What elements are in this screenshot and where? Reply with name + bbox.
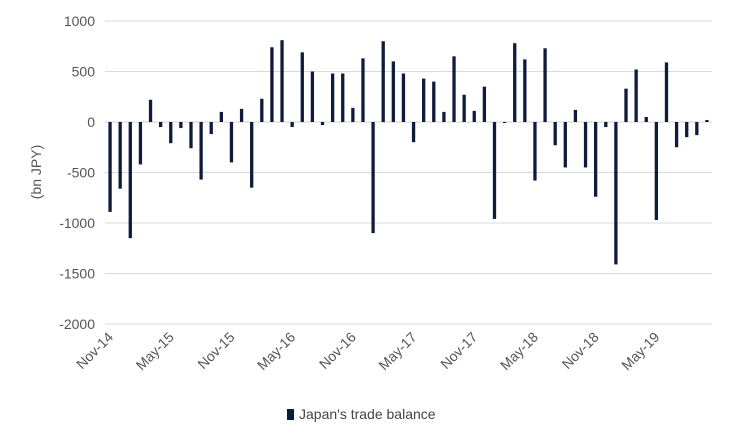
bar-Jul-18 bbox=[553, 122, 557, 146]
y-tick-label: 500 bbox=[72, 64, 96, 80]
x-tick-label: May-17 bbox=[375, 329, 419, 373]
y-tick-label: -2000 bbox=[59, 316, 95, 332]
bar-Jun-19 bbox=[664, 62, 669, 122]
bar-Sep-19 bbox=[695, 122, 699, 136]
legend: Japan's trade balance bbox=[287, 406, 436, 422]
bar-Mar-18 bbox=[513, 43, 517, 122]
bar-Aug-18 bbox=[563, 122, 567, 168]
bar-Dec-18 bbox=[604, 122, 608, 128]
bar-Aug-19 bbox=[685, 122, 689, 138]
bar-Apr-15 bbox=[158, 122, 163, 128]
bar-Jul-15 bbox=[189, 122, 193, 149]
bar-Dec-16 bbox=[361, 58, 365, 122]
legend-label: Japan's trade balance bbox=[299, 406, 436, 422]
bar-Sep-16 bbox=[330, 73, 335, 122]
bar-Mar-17 bbox=[391, 61, 395, 122]
bar-Dec-14 bbox=[118, 122, 122, 189]
x-tick-label: Nov-17 bbox=[437, 329, 480, 372]
bar-Nov-15 bbox=[229, 122, 234, 163]
bar-Mar-15 bbox=[148, 99, 153, 122]
x-tick-label: Nov-14 bbox=[73, 329, 116, 372]
x-tick-label: May-19 bbox=[618, 329, 662, 373]
y-tick-labels: 1000 500 0 -500 -1000 -1500 -2000 bbox=[59, 13, 95, 332]
bar-Jun-16 bbox=[300, 52, 304, 123]
bar-Apr-18 bbox=[523, 59, 527, 122]
bar-Feb-15 bbox=[138, 122, 143, 165]
bar-Jan-15 bbox=[128, 122, 132, 239]
bar-Nov-18 bbox=[594, 122, 598, 197]
bar-Apr-19 bbox=[644, 116, 648, 122]
gridlines bbox=[105, 20, 712, 325]
bar-Jun-17 bbox=[422, 78, 426, 122]
y-tick-label: 1000 bbox=[64, 13, 95, 29]
bar-Jan-19 bbox=[614, 122, 618, 265]
bar-Apr-17 bbox=[401, 73, 406, 122]
bar-Jul-19 bbox=[674, 122, 679, 148]
y-tick-label: -1500 bbox=[59, 266, 95, 282]
bar-Nov-14 bbox=[108, 122, 112, 212]
x-tick-label: Nov-15 bbox=[194, 329, 237, 372]
bar-Jan-17 bbox=[371, 122, 375, 234]
bar-May-17 bbox=[411, 122, 416, 143]
bar-May-19 bbox=[654, 122, 659, 220]
bar-Aug-16 bbox=[320, 122, 325, 126]
bar-Oct-15 bbox=[219, 111, 223, 122]
legend-swatch bbox=[287, 408, 294, 420]
bar-Apr-16 bbox=[280, 40, 284, 122]
x-tick-label: May-16 bbox=[254, 329, 298, 373]
bar-Aug-15 bbox=[199, 122, 203, 180]
y-tick-label: -1000 bbox=[59, 215, 95, 231]
bar-Dec-15 bbox=[239, 108, 244, 122]
bar-Jul-17 bbox=[432, 81, 436, 122]
bar-May-16 bbox=[290, 122, 294, 128]
bar-Feb-18 bbox=[502, 122, 507, 124]
bar-Aug-17 bbox=[442, 111, 446, 122]
bar-Jan-18 bbox=[492, 122, 497, 219]
y-tick-label: -500 bbox=[67, 165, 95, 181]
bar-Jul-16 bbox=[310, 71, 315, 122]
x-tick-label: May-18 bbox=[497, 329, 541, 373]
y-tick-label: 0 bbox=[87, 114, 95, 130]
bar-Nov-17 bbox=[472, 110, 476, 122]
bar-Oct-17 bbox=[462, 94, 466, 122]
bar-May-15 bbox=[169, 122, 173, 144]
bar-Feb-16 bbox=[260, 98, 264, 122]
bar-May-18 bbox=[533, 122, 537, 181]
x-tick-label: Nov-16 bbox=[316, 329, 359, 372]
bar-Mar-19 bbox=[634, 69, 638, 122]
y-axis-label: (bn JPY) bbox=[28, 145, 44, 199]
bar-Feb-17 bbox=[381, 41, 385, 123]
bar-Dec-17 bbox=[482, 86, 487, 122]
x-tick-labels: Nov-14 May-15 Nov-15 May-16 Nov-16 May-17 Nov-… bbox=[73, 329, 663, 373]
bar-Feb-19 bbox=[624, 88, 628, 122]
x-tick-label: May-15 bbox=[133, 329, 177, 373]
bar-Mar-16 bbox=[270, 47, 274, 123]
bar-Nov-16 bbox=[351, 107, 355, 122]
x-tick-label: Nov-18 bbox=[559, 329, 602, 372]
bar-series bbox=[108, 40, 709, 265]
bar-Jun-15 bbox=[179, 122, 183, 129]
bar-Sep-15 bbox=[209, 122, 213, 135]
bar-Jan-16 bbox=[250, 122, 254, 188]
bar-Oct-18 bbox=[583, 122, 588, 168]
bar-Jun-18 bbox=[543, 48, 547, 122]
bar-Sep-17 bbox=[452, 56, 456, 122]
bar-Oct-19 bbox=[705, 119, 709, 122]
bar-Sep-18 bbox=[573, 109, 578, 122]
bar-Oct-16 bbox=[341, 73, 345, 122]
